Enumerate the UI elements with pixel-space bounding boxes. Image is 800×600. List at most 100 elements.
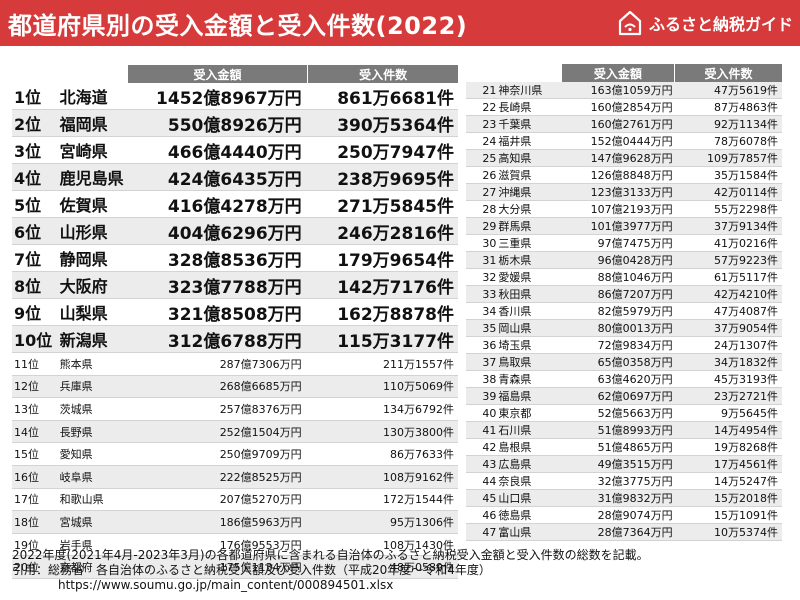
rank-cell: 35 [466,319,499,337]
prefecture-cell: 岡山県 [498,319,562,337]
source-url: https://www.soumu.go.jp/main_content/000… [58,578,394,592]
amount-cell: 97億7475万円 [561,234,675,252]
rank-cell: 37 [466,353,499,371]
column-header-count: 受入件数 [307,65,458,83]
table-row: 36 埼玉県 72億9834万円 24万1307件 [466,336,782,354]
table-row: 22 長崎県 160億2854万円 87万4863件 [466,98,782,116]
rank-cell: 18位 [12,510,60,534]
amount-cell: 328億8536万円 [127,244,308,272]
amount-cell: 424億6435万円 [127,163,308,191]
table-row: 17位 和歌山県 207億5270万円 172万1544件 [12,488,458,512]
table-row: 10位 新潟県 312億6788万円 115万3177件 [12,325,458,353]
rank-cell: 17位 [12,488,60,512]
prefecture-cell: 滋賀県 [498,166,562,184]
amount-cell: 72億9834万円 [561,336,675,354]
header-bar: 都道府県別の受入金額と受入件数(2022) ふるさと納税ガイド [0,0,800,46]
rank-cell: 8位 [12,271,60,299]
rank-cell: 9位 [12,298,60,326]
count-cell: 37万9134件 [674,217,782,235]
amount-cell: 252億1504万円 [127,420,308,444]
count-cell: 57万9223件 [674,251,782,269]
table-row: 14位 長野県 252億1504万円 130万3800件 [12,420,458,444]
prefecture-cell: 静岡県 [59,244,128,272]
count-cell: 211万1557件 [307,352,458,376]
table-row: 28 大分県 107億2193万円 55万2298件 [466,200,782,218]
prefecture-cell: 広島県 [498,455,562,473]
rank-cell: 22 [466,98,499,116]
table-row: 19位 岩手県 176億9553万円 108万1430件 [12,533,458,557]
rank-cell: 13位 [12,397,60,421]
prefecture-cell: 新潟県 [59,325,128,353]
amount-cell: 268億6685万円 [127,375,308,399]
count-cell: 115万3177件 [307,325,458,353]
rank-cell: 1位 [12,83,60,110]
prefecture-cell: 東京都 [498,404,562,422]
count-cell: 17万4561件 [674,455,782,473]
count-cell: 24万1307件 [674,336,782,354]
prefecture-cell: 奈良県 [498,472,562,490]
rank-cell: 4位 [12,163,60,191]
count-cell: 108万1430件 [307,533,458,557]
amount-cell: 175億1134万円 [127,555,308,579]
rank-cell: 31 [466,251,499,269]
amount-cell: 123億3133万円 [561,183,675,201]
table-row: 7位 静岡県 328億8536万円 179万9654件 [12,244,458,272]
column-header-amount: 受入金額 [560,64,675,82]
prefecture-cell: 徳島県 [498,506,562,524]
amount-cell: 160億2854万円 [561,98,675,116]
table-row: 31 栃木県 96億0428万円 57万9223件 [466,251,782,269]
table-row: 13位 茨城県 257億8376万円 134万6792件 [12,397,458,421]
prefecture-cell: 兵庫県 [59,375,128,399]
count-cell: 179万9654件 [307,244,458,272]
table-row: 39 福島県 62億0697万円 23万2721件 [466,387,782,405]
prefecture-cell: 京都府 [59,555,128,579]
rank-cell: 11位 [12,352,60,376]
rank-cell: 42 [466,438,499,456]
table-row: 43 広島県 49億3515万円 17万4561件 [466,455,782,473]
rank-cell: 43 [466,455,499,473]
table-row: 34 香川県 82億5979万円 47万4087件 [466,302,782,320]
table-row: 11位 熊本県 287億7306万円 211万1557件 [12,352,458,376]
count-cell: 250万7947件 [307,136,458,164]
amount-cell: 416億4278万円 [127,190,308,218]
table-row: 29 群馬県 101億3977万円 37万9134件 [466,217,782,235]
count-cell: 42万4210件 [674,285,782,303]
rank-cell: 36 [466,336,499,354]
prefecture-cell: 香川県 [498,302,562,320]
prefecture-cell: 山梨県 [59,298,128,326]
count-cell: 9万5645件 [674,404,782,422]
prefecture-cell: 長野県 [59,420,128,444]
amount-cell: 404億6296万円 [127,217,308,245]
prefecture-cell: 鹿児島県 [59,163,128,191]
amount-cell: 250億9709万円 [127,442,308,466]
rank-cell: 20位 [12,555,60,579]
table-row: 16位 岐阜県 222億8525万円 108万9162件 [12,465,458,489]
prefecture-cell: 山口県 [498,489,562,507]
rank-cell: 14位 [12,420,60,444]
rank-cell: 6位 [12,217,60,245]
count-cell: 15万2018件 [674,489,782,507]
amount-cell: 101億3977万円 [561,217,675,235]
rank-cell: 38 [466,370,499,388]
table-row: 1位 北海道 1452億8967万円 861万6681件 [12,83,458,110]
table-row: 12位 兵庫県 268億6685万円 110万5069件 [12,375,458,399]
prefecture-cell: 石川県 [498,421,562,439]
prefecture-cell: 山形県 [59,217,128,245]
prefecture-cell: 茨城県 [59,397,128,421]
prefecture-cell: 埼玉県 [498,336,562,354]
amount-cell: 52億5663万円 [561,404,675,422]
amount-cell: 65億0358万円 [561,353,675,371]
table-row: 45 山口県 31億9832万円 15万2018件 [466,489,782,507]
table-row: 6位 山形県 404億6296万円 246万2816件 [12,217,458,245]
rank-cell: 39 [466,387,499,405]
amount-cell: 51億4865万円 [561,438,675,456]
table-row: 35 岡山県 80億0013万円 37万9054件 [466,319,782,337]
prefecture-cell: 栃木県 [498,251,562,269]
count-cell: 34万1832件 [674,353,782,371]
count-cell: 23万2721件 [674,387,782,405]
amount-cell: 82億5979万円 [561,302,675,320]
amount-cell: 466億4440万円 [127,136,308,164]
amount-cell: 321億8508万円 [127,298,308,326]
table-row: 23 千葉県 160億2761万円 92万1134件 [466,115,782,133]
prefecture-cell: 長崎県 [498,98,562,116]
